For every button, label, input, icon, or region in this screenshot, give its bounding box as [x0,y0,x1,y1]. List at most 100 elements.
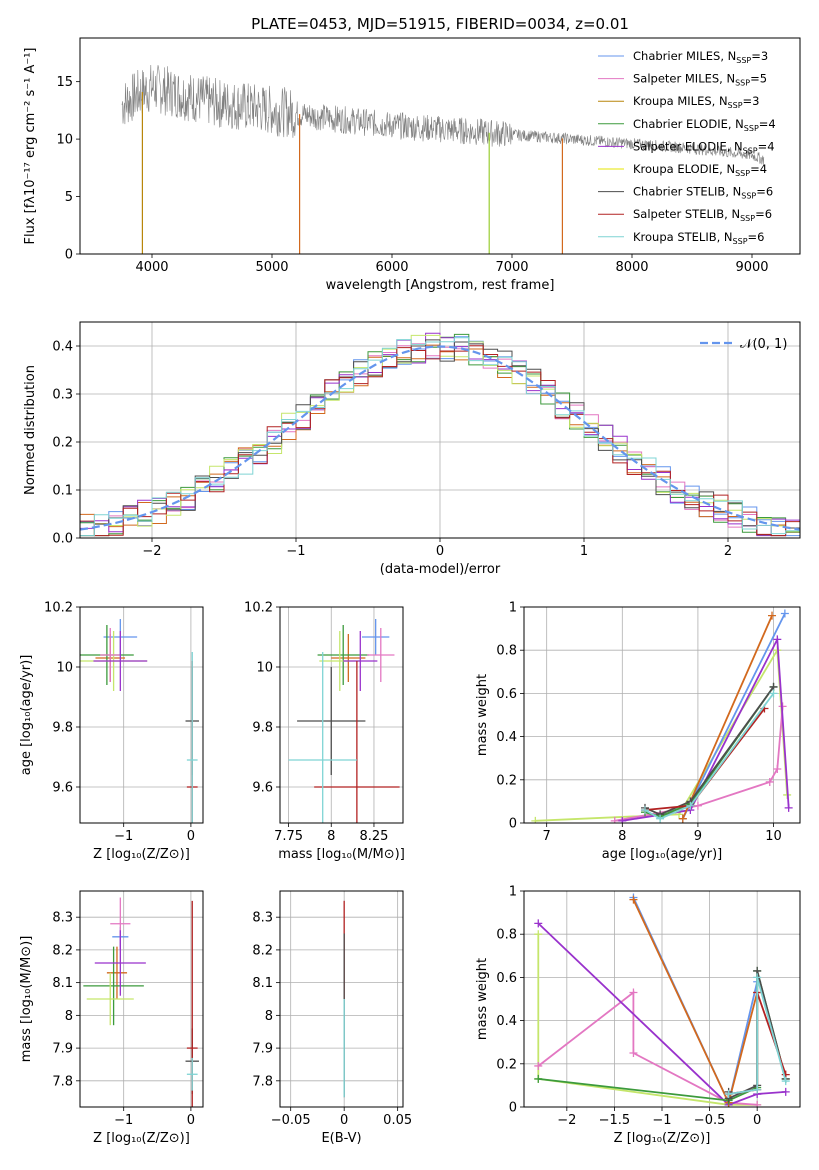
x-tick-label: 0 [436,544,444,559]
plot-area [80,891,203,1107]
x-axis-label: E(B-V) [321,1131,361,1146]
legend-label-tail: =3 [751,49,768,63]
y-tick-label: 9.6 [52,781,73,796]
x-tick-label: 0 [187,829,195,844]
y-tick-label: 0.2 [52,436,73,451]
weight-point-marker [784,803,793,812]
error-bar-point [186,1057,198,1091]
legend-label: Chabrier STELIB, NSSP=6 [633,185,773,201]
x-axis-label: Z [log₁₀(Z/Z⊙)] [93,1131,190,1146]
y-tick-label: 0.4 [496,1014,517,1029]
weight-series-line [537,934,758,1106]
weight-point-marker [678,814,687,823]
weight-point-marker [686,801,695,810]
axes-age-vs-mass: 7.75 8 8.25 9.6 9.8 10 10.2 mass [log₁₀(M/M⊙)] [244,601,405,863]
axes-frame [79,890,204,1108]
y-tick-label: 7.9 [52,1042,73,1057]
legend-label: Chabrier MILES, NSSP=3 [633,49,768,65]
weight-point-marker [765,777,774,786]
error-bar-point [94,930,146,996]
x-axis-label: age [log₁₀(age/yr)] [602,847,723,862]
weight-point-marker [773,635,782,644]
plot-area [280,607,403,823]
error-bar-point [186,652,198,823]
figure-title: PLATE=0453, MJD=51915, FIBERID=0034, z=0… [251,15,629,33]
legend-label: 𝒩(0, 1) [740,337,787,352]
y-axis-label: Normed distribution [23,365,38,495]
axes-frame [523,890,801,1108]
y-axis-label: age [log₁₀(age/yr)] [19,655,34,776]
legend-label-tail: =4 [759,117,776,131]
x-tick-label: −1 [114,1113,133,1128]
weight-point-marker [610,816,619,823]
legend-label: Salpeter MILES, NSSP=5 [633,72,767,88]
y-tick-label: 10.2 [244,601,273,616]
x-tick-label: 9 [694,829,702,844]
x-tick-label: 5000 [255,260,288,275]
axes-weight-vs-Z: −2 −1.5 −1 −0.5 0 0 0.2 0.4 0.6 0.8 1 Z [log₁₀(Z/Z⊙… [475,885,801,1146]
y-tick-label: 0.6 [496,687,517,702]
legend-label-tail: =5 [750,72,767,86]
weight-point-marker [693,801,702,810]
x-tick-label: −0.05 [271,1113,311,1128]
y-tick-label: 0 [509,817,517,832]
y-tick-label: 0.4 [52,340,73,355]
y-tick-label: 10.2 [44,601,73,616]
legend-label-main: Chabrier ELODIE, N [633,117,744,131]
y-tick-label: 8.1 [52,976,73,991]
legend-label-sub: SSP [728,101,743,110]
plot-area [524,607,800,823]
y-tick-label: 0.2 [496,1057,517,1072]
weight-point-marker [531,816,540,823]
weight-point-marker [618,816,627,823]
axes-spectrum: 4000 5000 6000 7000 8000 9000 0 5 10 15 wavelength… [23,37,801,293]
x-tick-label: 4000 [135,260,168,275]
x-tick-label: −2 [142,544,161,559]
y-tick-label: 5 [65,190,73,205]
axes-frame [523,606,801,824]
y-tick-label: 0.2 [496,773,517,788]
x-tick-label: 8 [327,829,335,844]
weight-point-marker [534,1061,543,1070]
x-tick-label: 8000 [615,260,648,275]
y-axis-label: Flux [fλ10⁻¹⁷ erg cm⁻² s⁻¹ A⁻¹] [23,48,38,245]
y-tick-label: 0.0 [52,532,73,547]
x-axis-label: wavelength [Angstrom, rest frame] [326,278,555,293]
error-bar-point [83,946,144,1026]
error-bar-point [86,972,134,1026]
weight-point-marker [753,1100,762,1107]
legend-label-main: Salpeter MILES, N [633,72,735,86]
y-tick-label: 8.2 [252,943,273,958]
y-tick-label: 8.3 [252,911,273,926]
plot-area [80,607,203,823]
plots-container: 4000 5000 6000 7000 8000 9000051015wavelength… [19,37,801,1146]
x-tick-label: −1.5 [599,1113,631,1128]
plot-area [280,891,403,1107]
y-tick-label: 8 [265,1009,273,1024]
x-tick-label: 0.05 [383,1113,412,1128]
x-tick-label: −1 [652,1113,671,1128]
weight-point-marker [768,611,777,620]
weight-point-marker [640,806,649,815]
legend-label-tail: =6 [755,207,772,221]
x-axis-label: (data-model)/error [380,562,501,577]
legend-label: Salpeter STELIB, NSSP=6 [633,207,772,223]
y-axis-label: mass weight [475,958,490,1040]
x-axis-label: mass [log₁₀(M/M⊙)] [278,847,405,862]
y-tick-label: 0.6 [496,971,517,986]
legend-label: Kroupa ELODIE, NSSP=4 [633,162,767,178]
y-tick-label: 8.2 [52,943,73,958]
legend-label-main: Kroupa ELODIE, N [633,162,735,176]
y-tick-label: 1 [509,601,517,616]
x-tick-label: 0 [753,1113,761,1128]
y-tick-label: 10 [56,133,73,148]
x-tick-label: −0.5 [694,1113,726,1128]
y-tick-label: 10 [256,661,273,676]
legend-label-main: Salpeter STELIB, N [633,207,740,221]
x-tick-label: 0 [187,1113,195,1128]
x-tick-label: 2 [724,544,732,559]
weight-point-marker [753,973,762,982]
normal-curve [80,345,800,531]
error-bar-point [343,631,378,691]
weight-point-marker [773,765,782,773]
